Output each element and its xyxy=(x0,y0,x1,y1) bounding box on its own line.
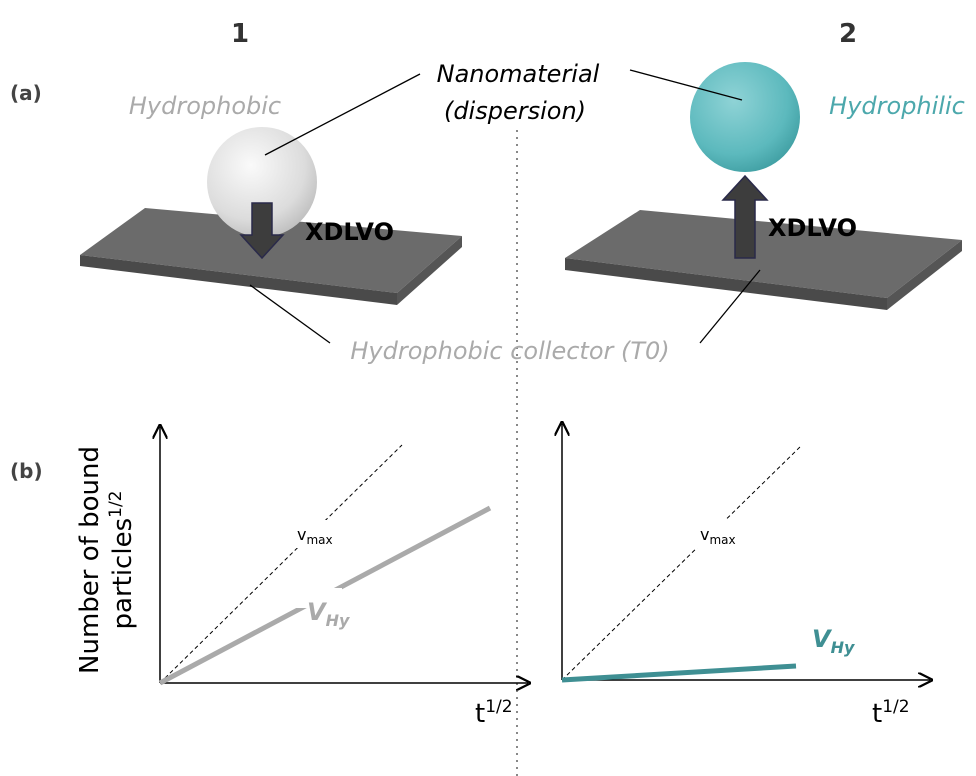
x-axis-label-sup: 1/2 xyxy=(882,697,909,717)
nanomaterial-label: (dispersion) xyxy=(444,97,586,125)
nanomaterial-label: Nanomaterial xyxy=(437,60,600,88)
panel-label: (a) xyxy=(10,81,42,105)
reference-line xyxy=(160,445,402,683)
y-axis-label: Number of bound xyxy=(75,446,105,674)
hydrophilic-particle xyxy=(690,62,800,172)
y-axis-label-sup: 1/2 xyxy=(106,491,126,518)
x-axis-label: t1/2 xyxy=(872,697,910,729)
x-axis-label-text: t xyxy=(475,699,485,729)
y-axis-label-text: particles xyxy=(108,518,138,630)
force-label: XDLVO xyxy=(768,214,857,242)
ref-label-sub: max xyxy=(709,533,735,547)
ref-label-text: v xyxy=(700,525,709,544)
ref-label-text: v xyxy=(297,525,306,544)
figure: 1 2 (a) (b) XDLVO Hydrophobic XDLVO Hydr… xyxy=(0,0,976,776)
column-label: 1 xyxy=(231,19,249,49)
reference-line xyxy=(562,445,802,680)
rate-label: VHy xyxy=(812,625,855,657)
pointer xyxy=(265,74,420,155)
panel-label: (b) xyxy=(10,459,43,483)
column-label: 2 xyxy=(839,19,857,49)
ref-label-sub: max xyxy=(306,533,332,547)
x-axis-label: t1/2 xyxy=(475,697,513,729)
y-axis-label: particles1/2 xyxy=(106,491,138,630)
x-axis-label-text: t xyxy=(872,699,882,729)
collector-label: Hydrophobic collector (T0) xyxy=(350,337,669,365)
particle-label: Hydrophilic xyxy=(829,92,965,120)
x-axis-label-sup: 1/2 xyxy=(485,697,512,717)
rate-label-sub: Hy xyxy=(831,638,855,657)
rate-label-sub: Hy xyxy=(326,611,350,630)
force-label: XDLVO xyxy=(305,218,394,246)
particle-label: Hydrophobic xyxy=(129,92,281,120)
rate-line xyxy=(562,666,796,680)
